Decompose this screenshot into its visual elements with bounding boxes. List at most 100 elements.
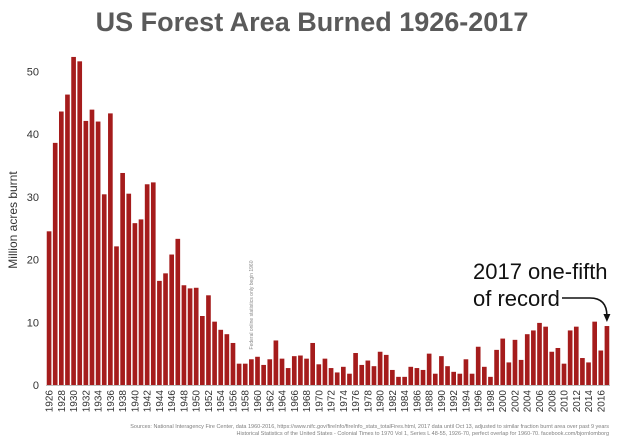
bar-1929 xyxy=(65,94,70,385)
x-tick-label: 1940 xyxy=(130,390,141,413)
bar-1954 xyxy=(218,329,224,385)
x-tick-label: 1988 xyxy=(425,390,436,413)
bar-1928 xyxy=(59,111,64,385)
bar-1966 xyxy=(291,356,297,385)
bar-1957 xyxy=(236,363,242,385)
bar-1977 xyxy=(359,364,365,385)
bar-2002 xyxy=(512,339,518,385)
bar-1972 xyxy=(328,368,334,385)
bar-1944 xyxy=(157,280,162,385)
bar-1988 xyxy=(426,353,432,385)
x-tick-label: 1986 xyxy=(412,390,423,413)
x-tick-label: 1932 xyxy=(81,390,92,413)
bar-1942 xyxy=(144,184,150,385)
bar-1959 xyxy=(249,359,254,385)
bar-1991 xyxy=(445,366,450,385)
bar-1936 xyxy=(108,113,113,385)
y-axis-ticks: 0 10 20 30 40 50 xyxy=(27,66,39,392)
x-tick-label: 1980 xyxy=(376,390,387,413)
x-tick-label: 1942 xyxy=(143,390,154,413)
x-tick-label: 1982 xyxy=(388,390,399,413)
bar-1941 xyxy=(138,219,144,385)
x-tick-label: 2002 xyxy=(510,390,521,413)
annotation-arrow xyxy=(562,297,608,317)
bar-1976 xyxy=(353,353,358,385)
x-tick-label: 1974 xyxy=(339,390,350,413)
bar-1933 xyxy=(89,109,95,385)
bar-1989 xyxy=(432,373,438,385)
bar-1948 xyxy=(181,285,187,385)
bars-group xyxy=(46,56,610,386)
bar-1993 xyxy=(457,373,463,385)
bar-1950 xyxy=(193,287,199,385)
bar-1932 xyxy=(83,120,89,386)
bar-1955 xyxy=(224,334,230,385)
chart-title: US Forest Area Burned 1926-2017 xyxy=(96,7,529,37)
bar-2011 xyxy=(567,330,573,385)
x-axis-ticks: 1926 1928 1930 1932 1934 1936 1938 1940 1942 1944… xyxy=(45,390,608,413)
bar-1981 xyxy=(383,354,389,385)
bar-1937 xyxy=(114,246,119,385)
bar-1946 xyxy=(169,254,174,385)
bar-2012 xyxy=(573,326,579,385)
x-tick-label: 1962 xyxy=(265,390,276,413)
bar-2015 xyxy=(592,321,597,385)
bar-1997 xyxy=(482,366,487,385)
x-tick-label: 2004 xyxy=(523,390,534,413)
x-tick-label: 1934 xyxy=(94,390,105,413)
bar-1938 xyxy=(120,172,125,385)
x-tick-label: 2016 xyxy=(596,390,607,413)
bar-1953 xyxy=(212,321,217,385)
bar-1987 xyxy=(420,369,426,385)
x-tick-label: 1946 xyxy=(167,390,178,413)
bar-1945 xyxy=(163,273,168,385)
bar-1952 xyxy=(206,295,211,385)
federal-stats-note: Federal online statistics only begin 196… xyxy=(249,260,255,349)
bar-1978 xyxy=(365,360,371,385)
bar-1970 xyxy=(316,364,322,385)
bar-1943 xyxy=(150,182,156,385)
bar-1931 xyxy=(77,61,83,385)
bar-2006 xyxy=(537,322,542,385)
bar-1951 xyxy=(200,316,205,385)
x-tick-label: 1990 xyxy=(437,390,448,413)
bar-2003 xyxy=(518,359,524,385)
x-tick-label: 1936 xyxy=(106,390,117,413)
bar-1964 xyxy=(279,358,285,385)
bar-2013 xyxy=(580,358,585,385)
source-line-2: Historical Statistics of the United Stat… xyxy=(237,431,609,437)
x-tick-label: 1930 xyxy=(69,390,80,413)
bar-1961 xyxy=(261,364,266,385)
bar-2000 xyxy=(500,338,506,385)
bar-1983 xyxy=(396,376,401,385)
bar-1934 xyxy=(95,121,101,386)
y-tick-label: 10 xyxy=(27,317,39,329)
bar-1949 xyxy=(187,288,193,385)
bar-2009 xyxy=(555,347,561,385)
bar-1985 xyxy=(408,366,414,385)
bar-1939 xyxy=(126,193,132,385)
x-tick-label: 1938 xyxy=(118,390,129,413)
bar-2001 xyxy=(506,362,512,385)
bar-1969 xyxy=(310,342,315,385)
bar-1971 xyxy=(322,358,328,385)
bar-1947 xyxy=(175,238,181,385)
x-tick-label: 1976 xyxy=(351,390,362,413)
bar-1940 xyxy=(132,223,138,385)
x-tick-label: 1984 xyxy=(400,390,411,413)
annotation-line-2: of record xyxy=(473,286,560,311)
bar-1965 xyxy=(285,368,291,385)
y-axis-label: Million acres burnt xyxy=(6,171,20,269)
x-tick-label: 1994 xyxy=(461,390,472,413)
bar-1990 xyxy=(439,356,444,385)
bar-1986 xyxy=(414,368,420,385)
x-tick-label: 2012 xyxy=(572,390,583,413)
x-tick-label: 2006 xyxy=(535,390,546,413)
x-tick-label: 1950 xyxy=(192,390,203,413)
y-tick-label: 30 xyxy=(27,192,39,204)
bar-1980 xyxy=(377,351,383,385)
x-tick-label: 1996 xyxy=(474,390,485,413)
bar-1999 xyxy=(494,349,499,385)
x-tick-label: 1970 xyxy=(314,390,325,413)
bar-1984 xyxy=(402,376,407,385)
